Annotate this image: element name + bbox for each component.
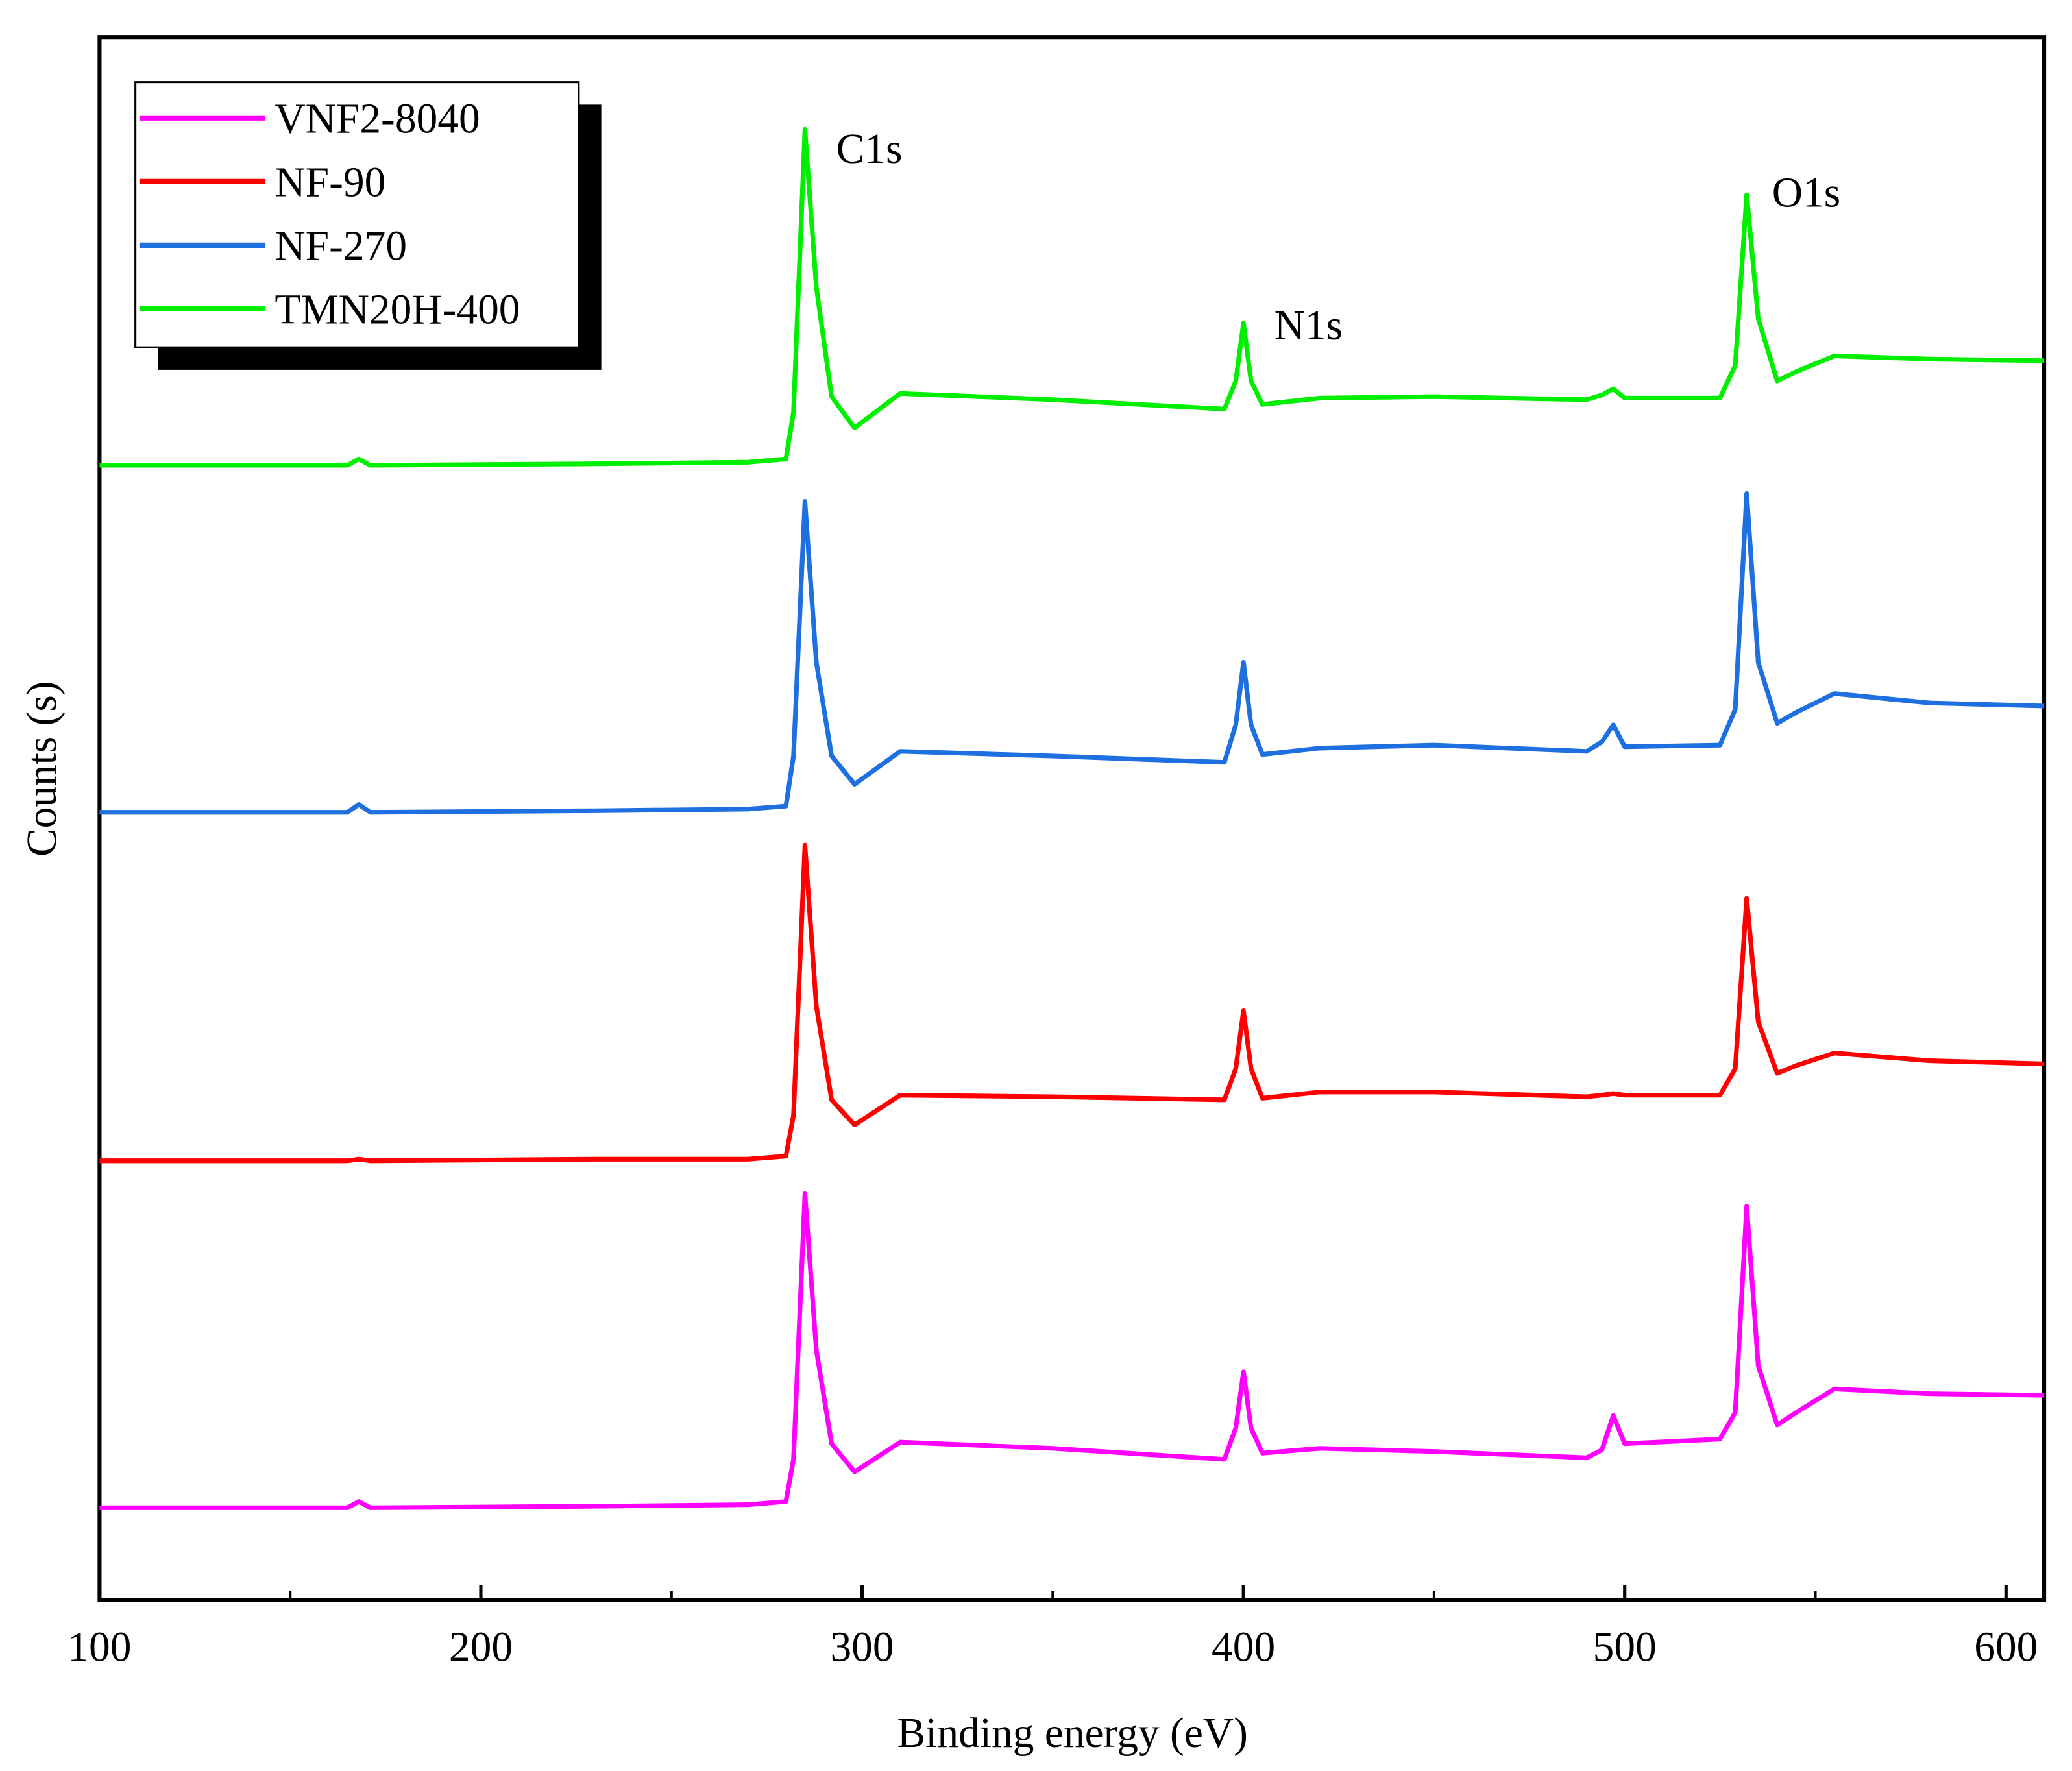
legend-label: VNF2-8040 (274, 95, 480, 142)
legend-label: NF-270 (274, 223, 407, 269)
legend-label: TMN20H-400 (274, 286, 520, 333)
x-axis-label: Binding energy (eV) (897, 1710, 1248, 1757)
legend-label: NF-90 (274, 159, 385, 206)
x-tick-label: 600 (1974, 1624, 2038, 1670)
x-tick-label: 200 (449, 1624, 513, 1670)
legend-box (134, 81, 580, 348)
x-tick-label: 100 (67, 1624, 131, 1670)
peak-annotation: O1s (1772, 170, 1840, 217)
series-line (99, 842, 2045, 1164)
x-tick-label: 500 (1593, 1624, 1657, 1670)
peak-annotation: N1s (1274, 302, 1343, 349)
series-line (99, 127, 2045, 468)
series-line (99, 1191, 2045, 1510)
y-axis-label: Counts (s) (19, 681, 66, 857)
series-line (99, 491, 2045, 815)
x-tick-label: 400 (1212, 1624, 1275, 1670)
x-tick-label: 300 (830, 1624, 894, 1670)
plot-frame (97, 35, 2047, 1602)
peak-annotation: C1s (836, 126, 903, 173)
